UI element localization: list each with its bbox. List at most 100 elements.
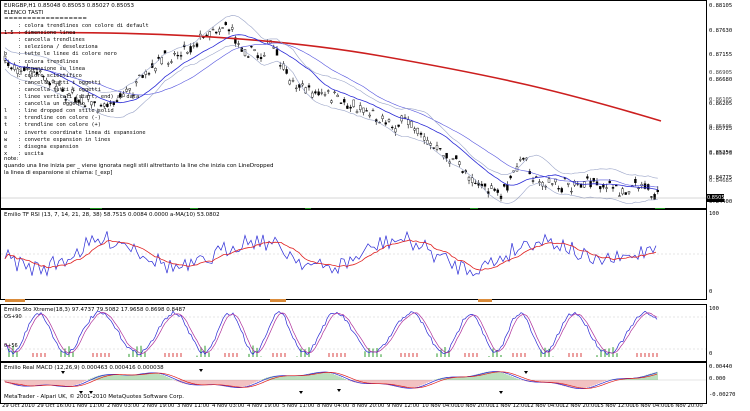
hotkey-item: t: trendline con colore (+) (4, 122, 101, 129)
price-scale-label: 0.85075 (709, 151, 733, 157)
candle-body (397, 124, 400, 127)
candle-body (230, 27, 234, 30)
candle-body (586, 176, 589, 179)
candle-body (605, 187, 608, 189)
candle-body (51, 80, 55, 83)
macd-signal-arrow (79, 391, 83, 394)
candle-body (531, 180, 535, 182)
hotkey-key: x (4, 150, 8, 157)
candle-body (519, 159, 522, 161)
candle-body (451, 157, 455, 160)
time-axis-label: 1 Nov 11:00 (72, 403, 105, 409)
macd-scale-bottom: -0.00270 (709, 392, 736, 398)
candle-body (70, 89, 74, 93)
price-chart-pane[interactable]: EURGBP,H1 0.85048 0.85053 0.85027 0.8505… (0, 0, 707, 209)
candle-body (506, 184, 509, 191)
hotkey-description: : tutte le linee di colore nero (18, 51, 117, 58)
candle-body (368, 114, 371, 117)
price-scale: 0.88105 0.87630 0.87155 0.86680 0.86205 0.857… (706, 0, 750, 207)
stochastic-pane[interactable]: Emilio Sto Xtreme(18,3) 97.4737 79.5082 … (0, 304, 707, 362)
time-axis-label: 8 Nov 04:00 (317, 403, 350, 409)
upper-band-line (4, 14, 658, 179)
candle-body (205, 34, 208, 37)
macd-signal-arrow (524, 371, 528, 374)
price-scale-label: 0.86680 (709, 76, 733, 83)
hotkey-item: : cancella trendlines (4, 37, 85, 44)
candle-body (256, 55, 260, 59)
candle-body (570, 190, 573, 193)
candle-body (67, 93, 71, 96)
candle-body (439, 148, 442, 150)
candle-body (656, 189, 659, 193)
candle-body (455, 155, 458, 160)
macd-scale-top: 0.00440 (709, 364, 733, 370)
candle-body (458, 161, 461, 165)
candle-body (618, 195, 621, 197)
macd-label: Emilio Real MACD (12,26,9) 0.000463 0.00… (4, 365, 164, 371)
current-price-tag: 0.8505 (706, 194, 725, 202)
hotkey-description: : linee verticali (start, end) al data (18, 94, 140, 100)
candle-body (234, 37, 237, 44)
candle-body (237, 43, 240, 45)
candle-body (346, 105, 349, 109)
hotkey-description: : inverte coordinate linea di espansione (18, 129, 146, 136)
candle-body (275, 49, 279, 56)
candle-body (55, 86, 58, 92)
candle-body (541, 182, 544, 187)
candle-body (128, 88, 132, 91)
time-axis-label: 3 Nov 11:00 (177, 403, 210, 409)
candle-body (391, 126, 394, 129)
candle-body (365, 110, 368, 112)
sto-scale-bottom: 0 (709, 351, 713, 357)
stochastic-label: Emilio Sto Xtreme(18,3) 97.4737 79.5082 … (4, 307, 186, 313)
time-axis-label: 8 Nov 20:00 (352, 403, 385, 409)
price-scale-label: 0.88105 (709, 3, 733, 9)
candle-body (291, 80, 295, 82)
candle-body (323, 94, 327, 96)
candle-body (93, 101, 96, 104)
candle-body (394, 128, 397, 133)
hotkey-key: e (4, 143, 8, 150)
hotkey-description: : cancella tutti i oggetti (18, 79, 101, 86)
candle-body (32, 71, 35, 74)
price-scale-label: 0.86905 (709, 70, 733, 76)
hotkey-description: : espansione su linea (18, 65, 85, 72)
price-scale-label: 0.84400 (709, 199, 733, 205)
macd-signal-arrow (199, 369, 203, 372)
candle-body (467, 176, 471, 181)
hotkey-item: : seleziona / deseleziona (4, 44, 98, 51)
candle-body (58, 84, 61, 86)
candle-body (327, 90, 330, 92)
price-scale-label: 0.85725 (709, 125, 733, 132)
time-axis-label: 4 Nov 19:00 (247, 403, 280, 409)
hotkey-list-title: ELENCO TASTI (4, 10, 44, 16)
candle-body (496, 189, 499, 193)
macd-scale: 0.00440 0.000 -0.00270 (706, 362, 750, 402)
stochastic-canvas (1, 310, 706, 357)
candle-body (102, 103, 106, 107)
time-axis-label: 5 Nov 11:00 (282, 403, 315, 409)
hotkey-key: w (4, 136, 8, 143)
candle-body (557, 188, 560, 190)
hotkey-item: : colora trendlines con colore di defaul… (4, 23, 149, 30)
macd-signal-arrow (337, 389, 341, 392)
candle-body (615, 185, 618, 187)
candle-body (602, 184, 605, 188)
time-axis-label: 10 Nov 04:00 (422, 403, 458, 409)
candle-body (227, 29, 231, 32)
rsi-pane[interactable]: Emilio TF RSI (13, 7, 14, 21, 28, 38) 58… (0, 209, 707, 300)
hotkey-description: : disegna espansion (18, 143, 79, 150)
macd-pane[interactable]: Emilio Real MACD (12,26,9) 0.000463 0.00… (0, 362, 707, 404)
candle-body (138, 74, 141, 77)
candle-body (157, 56, 160, 59)
candle-body (39, 70, 42, 72)
candle-body (522, 157, 525, 160)
candle-body (141, 75, 144, 78)
candle-body (173, 53, 176, 55)
hotkey-key: u (4, 129, 8, 136)
candle-body (211, 29, 215, 31)
candle-body (339, 102, 343, 104)
candle-body (109, 102, 112, 104)
candle-body (567, 182, 570, 185)
candle-body (621, 188, 624, 195)
